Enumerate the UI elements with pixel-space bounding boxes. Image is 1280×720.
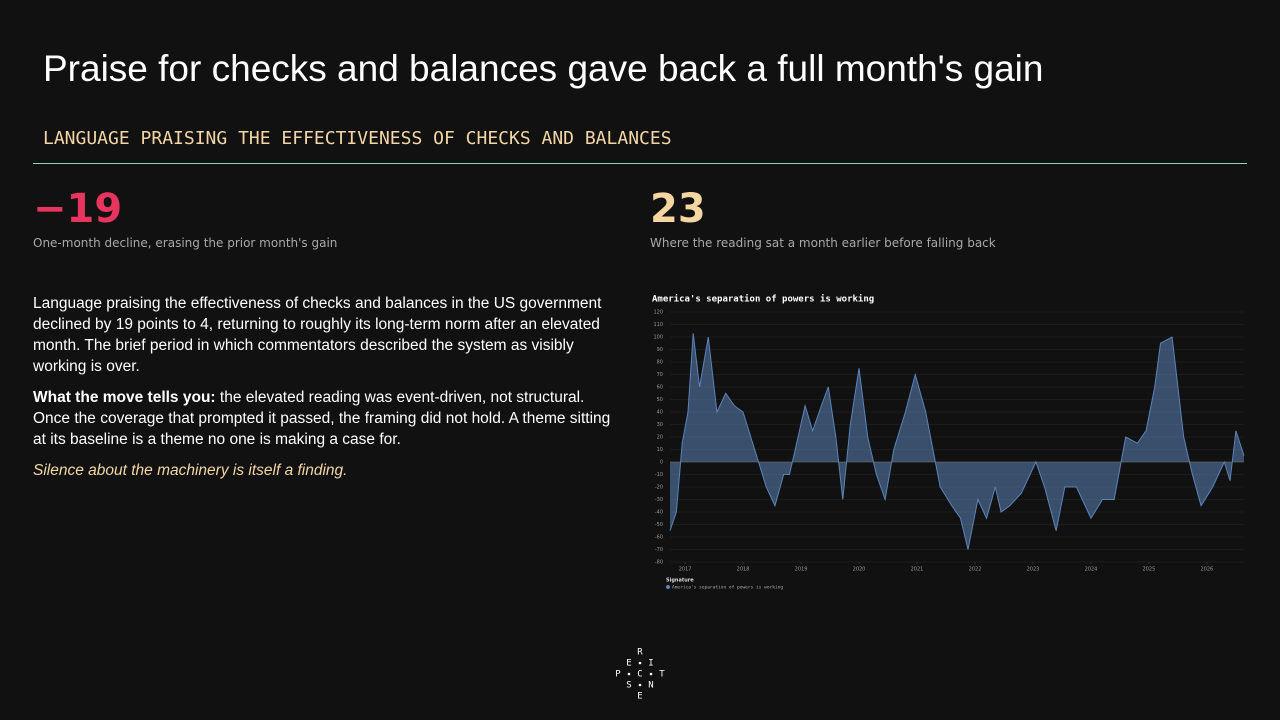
y-tick-label: 0 — [660, 460, 663, 466]
area — [670, 333, 1244, 550]
stat-value: −19 — [33, 186, 123, 232]
subtitle: LANGUAGE PRAISING THE EFFECTIVENESS OF C… — [43, 128, 672, 149]
x-tick-label: 2023 — [1027, 567, 1040, 573]
y-tick-label: 20 — [657, 435, 663, 441]
y-tick-label: 10 — [657, 447, 663, 453]
y-tick-label: 70 — [657, 372, 663, 378]
x-tick-label: 2021 — [911, 567, 924, 573]
y-tick-label: -10 — [655, 472, 663, 478]
closing: Silence about the machinery is itself a … — [33, 462, 348, 479]
logo-letter: E — [626, 659, 631, 669]
logo-dot — [627, 672, 631, 676]
logo-letter: S — [626, 681, 631, 691]
x-tick-label: 2025 — [1143, 567, 1156, 573]
logo-letter: E — [637, 692, 642, 702]
title: Praise for checks and balances gave back… — [43, 48, 1044, 89]
y-tick-label: -30 — [655, 497, 663, 503]
y-tick-label: -70 — [655, 547, 663, 553]
logo-dot — [638, 661, 642, 665]
chart-title: America's separation of powers is workin… — [652, 294, 874, 305]
stat-value: 23 — [650, 186, 706, 232]
logo-letter: I — [648, 659, 653, 669]
y-tick-label: 60 — [657, 385, 663, 391]
legend-swatch — [666, 585, 670, 589]
logo-dot — [638, 683, 642, 687]
logo-letter: R — [637, 648, 643, 658]
logo-letter: C — [637, 670, 642, 680]
logo-letter: N — [648, 681, 653, 691]
area-line — [669, 333, 1245, 550]
stat-caption: One-month decline, erasing the prior mon… — [33, 236, 338, 250]
y-tick-label: 120 — [653, 310, 663, 316]
x-tick-label: 2018 — [737, 567, 750, 573]
paragraph: What the move tells you: the elevated re… — [33, 387, 623, 450]
y-tick-label: 90 — [657, 347, 663, 353]
lead: What the move tells you: — [33, 389, 216, 406]
analysis: the elevated reading was event-driven, n… — [33, 389, 611, 448]
y-tick-label: 80 — [657, 360, 663, 366]
x-tick-label: 2019 — [795, 567, 808, 573]
x-tick-label: 2026 — [1201, 567, 1214, 573]
y-tick-label: 100 — [653, 335, 663, 341]
legend-label: America's separation of powers is workin… — [672, 585, 783, 591]
logo-letter: P — [615, 670, 621, 680]
y-tick-label: 30 — [657, 422, 663, 428]
y-tick-label: -40 — [655, 510, 663, 516]
y-tick-label: -50 — [655, 522, 663, 528]
logo-dot — [649, 672, 653, 676]
paragraph: Language praising the effectiveness of c… — [33, 295, 602, 375]
stat-caption: Where the reading sat a month earlier be… — [650, 236, 996, 250]
x-tick-label: 2022 — [969, 567, 982, 573]
legend-title: Signature — [666, 578, 694, 584]
x-tick-label: 2024 — [1085, 567, 1098, 573]
y-tick-label: -60 — [655, 535, 663, 541]
y-tick-label: 40 — [657, 410, 663, 416]
y-tick-label: -20 — [655, 485, 663, 491]
body: Language praising the effectiveness of c… — [33, 293, 623, 491]
x-tick-label: 2017 — [679, 567, 692, 573]
y-tick-label: 50 — [657, 397, 663, 403]
divider — [33, 163, 1247, 164]
logo-letter: T — [659, 670, 665, 680]
x-tick-label: 2020 — [853, 567, 866, 573]
y-tick-label: -80 — [655, 560, 663, 566]
y-tick-label: 110 — [653, 322, 663, 328]
